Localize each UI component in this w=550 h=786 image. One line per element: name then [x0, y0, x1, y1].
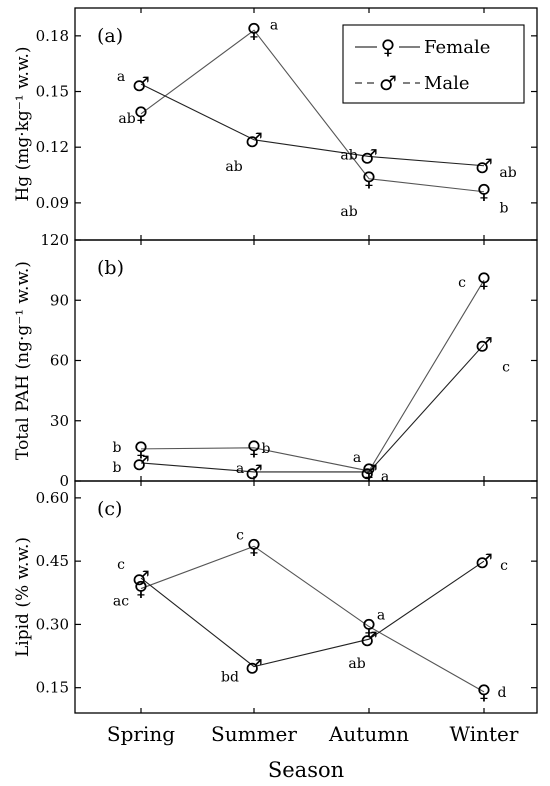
significance-letter: ab	[118, 111, 135, 127]
data-point-female: ♀	[477, 680, 492, 704]
series-line	[140, 29, 485, 193]
data-point-female: ♀	[362, 167, 377, 191]
series-line	[140, 560, 485, 668]
data-point-female: ♀	[362, 615, 377, 639]
significance-letter: a	[236, 461, 244, 477]
significance-letter: d	[498, 685, 507, 701]
data-point-female: ♀	[134, 577, 149, 601]
y-tick-label: 30	[50, 412, 69, 430]
series-line	[140, 83, 485, 167]
significance-letter: ab	[340, 204, 357, 220]
data-point-male: ♂	[360, 144, 378, 168]
series-female: ♀b ♀ b♀a♀c	[113, 268, 492, 483]
y-axis-label: Lipid (% w.w.)	[13, 537, 33, 657]
y-tick-label: 0.15	[36, 679, 69, 697]
significance-letter: b	[262, 441, 271, 457]
y-tick-label: 90	[50, 291, 69, 309]
y-tick-label: 0.30	[36, 615, 69, 633]
y-tick-label: 60	[50, 352, 69, 370]
legend-label: Male	[424, 73, 470, 94]
data-point-female: ♀	[247, 534, 262, 558]
significance-letter: a	[353, 450, 361, 466]
legend-symbol: ♀	[381, 35, 396, 59]
data-point-male: ♂	[132, 72, 150, 96]
plot-frame	[74, 480, 538, 714]
legend-marker-bg	[377, 70, 399, 96]
significance-letter: a	[377, 608, 385, 624]
legend-box	[342, 24, 525, 104]
data-point-female: ♀	[477, 180, 492, 204]
data-point-male: ♂	[132, 566, 150, 590]
legend-marker-bg	[377, 34, 399, 60]
data-point-male: ♂	[245, 128, 263, 152]
y-tick-label: 120	[40, 231, 69, 249]
panel-label: (a)	[97, 25, 123, 47]
y-tick-label: 0	[59, 472, 69, 490]
y-tick-label: 0.18	[36, 27, 69, 45]
legend-label: Female	[424, 37, 490, 58]
significance-letter: ab	[499, 165, 516, 181]
series-male: ♂a♂ab ♂ab ♂ ab	[117, 69, 517, 181]
data-point-male: ♂	[132, 451, 150, 475]
series-male: ♂ c ♂ bd ♂ ab ♂ c	[117, 549, 508, 685]
legend: ♀ Female ♂ Male	[342, 24, 525, 104]
series-line	[140, 279, 485, 472]
significance-letter: ab	[225, 159, 242, 175]
series-line	[140, 344, 485, 473]
y-tick-label: 0.12	[36, 138, 69, 156]
x-tick-label: Spring	[107, 722, 175, 746]
data-point-male: ♂	[360, 627, 378, 651]
significance-letter: c	[500, 558, 508, 574]
y-tick-label: 0.15	[36, 83, 69, 101]
data-point-male: ♂	[475, 332, 493, 356]
series-female: ♀ab♀ a♀ab♀b	[118, 17, 508, 219]
significance-letter: c	[458, 275, 466, 291]
significance-letter: a	[381, 469, 389, 485]
data-point-male: ♂	[245, 655, 263, 679]
significance-letter: b	[113, 460, 122, 476]
x-tick-label: Autumn	[328, 722, 409, 746]
panel-label: (b)	[97, 257, 124, 279]
data-point-female: ♀	[247, 436, 262, 460]
data-point-female: ♀	[477, 268, 492, 292]
x-tick-label: Winter	[450, 722, 519, 746]
data-point-male: ♂	[360, 460, 378, 484]
data-point-male: ♂	[475, 549, 493, 573]
significance-letter: c	[502, 359, 510, 375]
significance-letter: ab	[340, 147, 357, 163]
x-tick-label: Summer	[211, 722, 297, 746]
panel-label: (c)	[97, 498, 122, 520]
data-point-male: ♂	[245, 460, 263, 484]
significance-letter: ab	[348, 656, 365, 672]
y-tick-label: 0.45	[36, 552, 69, 570]
significance-letter: ac	[113, 594, 129, 610]
significance-letter: b	[113, 440, 122, 456]
y-axis-label: Hg (mg·kg⁻¹ w.w.)	[13, 46, 33, 201]
data-point-female: ♀	[134, 102, 149, 126]
significance-letter: a	[270, 17, 278, 33]
y-tick-label: 0.60	[36, 489, 69, 507]
series-female: ♀ac♀c♀ a♀ d	[113, 527, 507, 704]
significance-letter: b	[500, 201, 509, 217]
y-axis-label: Total PAH (ng·g⁻¹ w.w.)	[13, 261, 33, 460]
data-point-male: ♂	[475, 154, 493, 178]
significance-letter: bd	[221, 670, 239, 686]
significance-letter: c	[236, 527, 244, 543]
legend-symbol: ♂	[379, 71, 397, 95]
series-line	[140, 545, 485, 693]
data-point-female: ♀	[362, 459, 377, 483]
significance-letter: a	[117, 69, 125, 85]
data-point-female: ♀	[134, 437, 149, 461]
x-axis-label: Season	[268, 758, 344, 782]
data-point-female: ♀	[247, 18, 262, 42]
significance-letter: c	[117, 557, 125, 573]
series-male: ♂b ♂a ♂ a♂c	[113, 332, 511, 485]
y-tick-label: 0.09	[36, 194, 69, 212]
